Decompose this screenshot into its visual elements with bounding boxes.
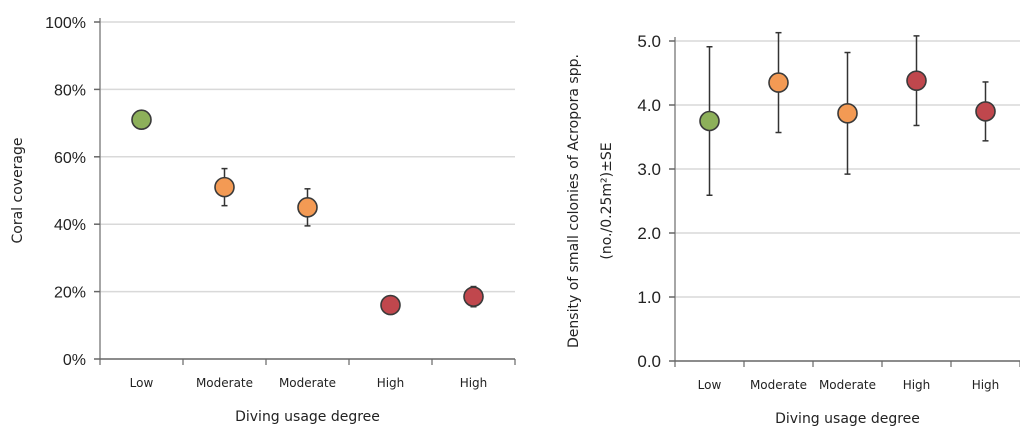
y-axis-label: Coral coverage [10, 137, 26, 243]
y-tick-label: 0% [63, 352, 86, 369]
data-point [214, 176, 235, 198]
x-tick-label: High [903, 378, 931, 392]
y-tick-label: 40% [54, 217, 86, 234]
y-tick-label: 100% [45, 15, 86, 32]
x-axis-label: Diving usage degree [775, 411, 920, 427]
y-tick-label: 0.0 [637, 352, 661, 371]
data-point [297, 197, 318, 218]
data-point [975, 101, 996, 122]
acropora-density-plot: 0.0 1.0 2.0 3.0 4.0 5.0 Low Moderate Moderate Hig… [566, 31, 1020, 427]
data-point [768, 72, 789, 93]
x-tick-label: Moderate [279, 376, 336, 390]
data-point [131, 109, 152, 131]
x-tick-label: Low [698, 378, 722, 392]
x-axis-label: Diving usage degree [235, 409, 380, 425]
x-tick-label: Moderate [750, 378, 807, 392]
x-tick-label: High [377, 376, 405, 390]
coral-coverage-plot: 0% 20% 40% 60% 80% 100% Low Moderate Moderate Hig… [10, 15, 516, 425]
y-tick-label: 2.0 [637, 224, 661, 243]
data-point [699, 110, 720, 132]
x-tick-label: Moderate [819, 378, 876, 392]
x-tick-label: High [972, 378, 1000, 392]
x-tick-label: Low [130, 376, 154, 390]
y-tick-label: 20% [54, 285, 86, 302]
y-axis-label: (no./0.25m²)±SE [599, 142, 615, 259]
y-tick-label: 4.0 [637, 96, 661, 115]
data-point [463, 286, 484, 307]
y-axis-label: Density of small colonies of Acropora sp… [566, 54, 582, 348]
data-point [906, 70, 927, 91]
y-tick-label: 1.0 [637, 288, 661, 307]
data-point [837, 103, 858, 124]
y-tick-label: 3.0 [637, 160, 661, 179]
x-tick-label: High [460, 376, 488, 390]
data-point [380, 294, 401, 316]
y-tick-label: 80% [54, 82, 86, 99]
y-tick-label: 60% [54, 150, 86, 167]
y-tick-label: 5.0 [637, 32, 661, 51]
x-tick-label: Moderate [196, 376, 253, 390]
